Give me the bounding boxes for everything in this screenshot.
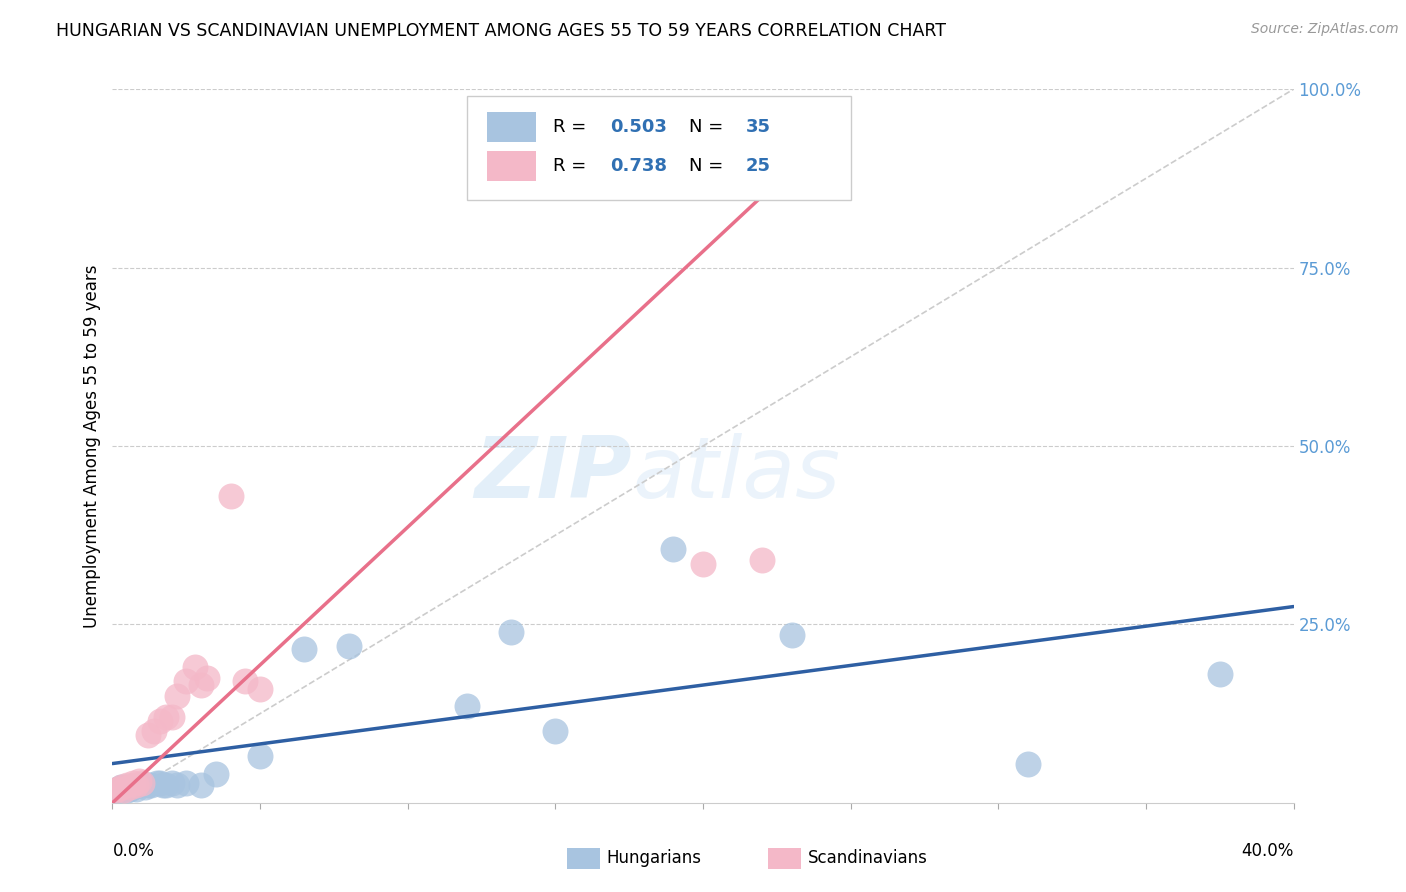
Point — [152, 778, 174, 792]
Y-axis label: Unemployment Among Ages 55 to 59 years: Unemployment Among Ages 55 to 59 years — [83, 264, 101, 628]
FancyBboxPatch shape — [567, 847, 600, 869]
Point — [120, 780, 142, 794]
Point — [219, 489, 242, 503]
Point — [125, 778, 148, 792]
FancyBboxPatch shape — [486, 112, 537, 142]
Point — [662, 542, 685, 557]
Point — [174, 776, 197, 790]
Text: atlas: atlas — [633, 433, 841, 516]
Point — [155, 778, 177, 792]
Point — [112, 783, 135, 797]
Point — [139, 778, 162, 792]
Point — [149, 776, 172, 790]
Point — [174, 674, 197, 689]
Point — [205, 767, 228, 781]
Text: 35: 35 — [745, 118, 770, 136]
Point — [134, 780, 156, 794]
Point — [160, 776, 183, 790]
Point — [136, 728, 159, 742]
Point — [184, 660, 207, 674]
Point — [107, 781, 129, 796]
Text: ZIP: ZIP — [474, 433, 633, 516]
Text: N =: N = — [689, 118, 728, 136]
Point — [117, 778, 138, 792]
Point — [146, 776, 169, 790]
Point — [166, 778, 188, 792]
Point — [107, 781, 129, 796]
Point — [112, 780, 135, 794]
Text: Scandinavians: Scandinavians — [808, 849, 928, 867]
Point — [195, 671, 218, 685]
Point — [125, 781, 148, 796]
Point — [501, 624, 523, 639]
Point — [233, 674, 256, 689]
Text: N =: N = — [689, 157, 728, 175]
Point — [249, 681, 271, 696]
Point — [1208, 667, 1232, 681]
Point — [110, 780, 132, 794]
FancyBboxPatch shape — [467, 96, 851, 200]
Text: 0.503: 0.503 — [610, 118, 666, 136]
Point — [110, 780, 132, 794]
Text: 40.0%: 40.0% — [1241, 842, 1294, 860]
Point — [117, 780, 138, 794]
Point — [155, 710, 177, 724]
Text: 0.0%: 0.0% — [112, 842, 155, 860]
FancyBboxPatch shape — [768, 847, 801, 869]
Point — [122, 776, 145, 790]
Point — [1017, 756, 1039, 771]
Point — [544, 724, 567, 739]
Text: Source: ZipAtlas.com: Source: ZipAtlas.com — [1251, 22, 1399, 37]
Point — [131, 778, 153, 792]
Text: 25: 25 — [745, 157, 770, 175]
Point — [120, 781, 142, 796]
Point — [166, 689, 188, 703]
Text: Hungarians: Hungarians — [606, 849, 702, 867]
Point — [149, 714, 172, 728]
Point — [160, 710, 183, 724]
Point — [190, 678, 212, 692]
Point — [751, 553, 773, 567]
Point — [117, 783, 138, 797]
Point — [128, 778, 150, 792]
Point — [249, 749, 271, 764]
Point — [190, 778, 212, 792]
Point — [128, 774, 150, 789]
Point — [142, 724, 165, 739]
Point — [104, 783, 127, 797]
Text: 0.738: 0.738 — [610, 157, 666, 175]
Point — [104, 783, 127, 797]
Point — [122, 780, 145, 794]
Point — [692, 557, 714, 571]
Text: R =: R = — [553, 157, 592, 175]
Point — [110, 783, 132, 797]
FancyBboxPatch shape — [486, 152, 537, 181]
Point — [337, 639, 360, 653]
Point — [131, 776, 153, 790]
Point — [112, 781, 135, 796]
Point — [780, 628, 803, 642]
Point — [136, 778, 159, 792]
Point — [292, 642, 315, 657]
Point — [456, 699, 478, 714]
Text: R =: R = — [553, 118, 592, 136]
Text: HUNGARIAN VS SCANDINAVIAN UNEMPLOYMENT AMONG AGES 55 TO 59 YEARS CORRELATION CHA: HUNGARIAN VS SCANDINAVIAN UNEMPLOYMENT A… — [56, 22, 946, 40]
